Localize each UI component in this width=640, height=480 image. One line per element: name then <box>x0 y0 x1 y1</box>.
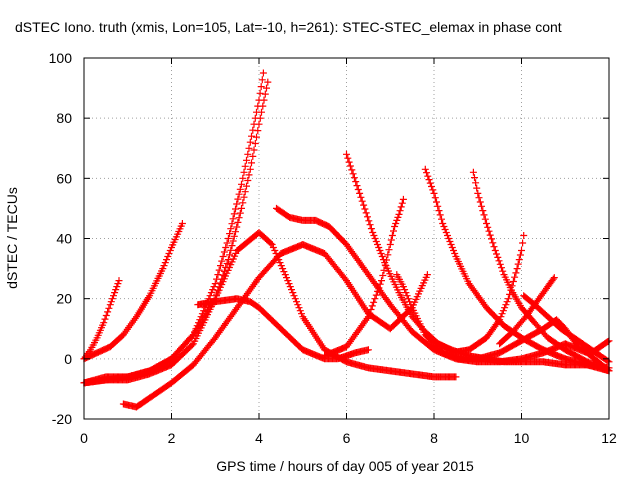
series-markers <box>321 195 407 360</box>
y-tick-label: 80 <box>56 110 72 126</box>
series-7 <box>194 295 372 363</box>
y-axis-label: dSTEC / TECUs <box>4 187 20 289</box>
series-15 <box>496 274 558 348</box>
series-markers <box>469 168 613 375</box>
x-tick-label: 12 <box>601 430 617 446</box>
y-tick-label: -20 <box>52 411 72 427</box>
y-tick-label: 20 <box>56 291 72 307</box>
y-tick-label: 0 <box>64 351 72 367</box>
x-tick-label: 8 <box>430 430 438 446</box>
axis-ticks: 0 2 4 6 8 10 12 -20 0 20 40 60 80 100 <box>49 50 617 446</box>
x-tick-label: 6 <box>343 430 351 446</box>
series-markers <box>474 316 613 363</box>
x-tick-label: 10 <box>514 430 530 446</box>
x-tick-label: 0 <box>80 430 88 446</box>
series-markers <box>119 241 431 411</box>
series-6 <box>119 241 431 411</box>
y-tick-label: 60 <box>56 170 72 186</box>
y-tick-label: 40 <box>56 231 72 247</box>
series-markers <box>496 274 558 348</box>
series-markers <box>194 295 372 363</box>
series-markers <box>448 232 528 357</box>
x-tick-label: 2 <box>168 430 176 446</box>
x-tick-label: 4 <box>255 430 263 446</box>
chart-title: dSTEC Iono. truth (xmis, Lon=105, Lat=-1… <box>15 19 562 35</box>
y-tick-label: 100 <box>49 50 73 66</box>
x-axis-label: GPS time / hours of day 005 of year 2015 <box>216 458 474 474</box>
series-14 <box>448 232 528 357</box>
series-10 <box>321 195 407 360</box>
series-13 <box>469 168 613 375</box>
series-17 <box>474 316 613 363</box>
